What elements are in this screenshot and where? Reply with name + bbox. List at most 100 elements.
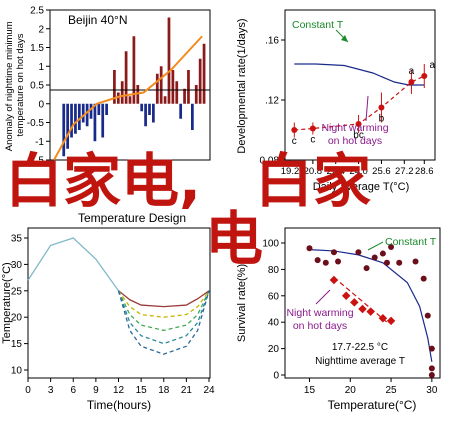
panel4-ytick-label: 20 <box>268 344 280 355</box>
panel1-ylabel: Anomaly of nighttime minimum temperature… <box>4 19 26 152</box>
panel4-xtick-label: 30 <box>426 385 438 396</box>
panel1-bar <box>77 103 81 130</box>
panel1-ytick-label: -1.5 <box>27 156 45 167</box>
panel4-constant-point <box>355 249 362 256</box>
panel1-ytick-label: -1 <box>35 137 44 148</box>
panel2-xtick-label: 27.2 <box>395 166 414 177</box>
panel1-bar <box>128 96 132 104</box>
panel2-point <box>408 79 415 85</box>
panel1-ytick-label: 2 <box>38 24 44 35</box>
panel4-night-label-2: on hot days <box>293 320 347 332</box>
panel4-constant-point <box>330 249 337 256</box>
panel4-ylabel: Survival rate(%) <box>236 264 248 342</box>
panel4-constant-point <box>371 254 378 261</box>
panel1-bar <box>159 66 163 104</box>
panel3-ytick-label: 20 <box>11 313 23 324</box>
panel1-bar <box>167 17 171 104</box>
panel4-night-point <box>341 291 351 301</box>
panel4-constant-point <box>379 250 386 257</box>
panel4-constant-point <box>428 345 435 352</box>
panel3-frame <box>27 227 211 379</box>
panel3-ytick-label: 15 <box>11 339 23 350</box>
panel2-ylabel: Developmental rate(1/days) <box>236 18 248 153</box>
panel1-bar <box>140 103 144 112</box>
panel1-bar <box>93 103 97 142</box>
panel4-xtick-label: 15 <box>304 385 316 396</box>
panel4-constant-arrow <box>367 241 384 251</box>
panel1-bar <box>101 103 105 138</box>
panel4-night-point <box>378 313 388 323</box>
panel1-bar <box>190 103 194 130</box>
panel3-title: Temperature Design <box>78 211 186 225</box>
panel4-night-point <box>329 275 339 285</box>
panel3-series-line <box>118 290 210 308</box>
panel4-xtick-label: 20 <box>345 385 357 396</box>
panel3-xtick-label: 18 <box>158 385 170 396</box>
panel1-bar <box>179 103 183 119</box>
panel1-ytick-label: 1.5 <box>30 43 44 54</box>
panel2-night-label-2: on hot days <box>328 135 382 147</box>
panel1-bar <box>144 103 147 127</box>
panel4-constant-point <box>388 243 395 250</box>
panel1-bar <box>163 96 167 104</box>
panel1-frame <box>49 9 211 161</box>
panel4-constant-point <box>428 365 435 372</box>
panel2-xtick-label: 24.0 <box>349 166 368 177</box>
panel2-constant-curve <box>294 63 425 86</box>
panel2-point-label: c <box>310 135 315 146</box>
panel4-night-point <box>386 316 396 326</box>
panel1-bar <box>152 103 155 123</box>
panel1-bar <box>132 36 136 104</box>
panel1-bar <box>202 43 206 104</box>
panel1-bar <box>183 88 186 104</box>
panel1-ytick-label: 0.5 <box>30 81 44 92</box>
panel3-xtick-label: 0 <box>25 385 31 396</box>
panel4-constant-point <box>335 258 342 265</box>
panel2-ytick-label: 0.08 <box>260 156 280 167</box>
panel4-constant-label: Constant T <box>385 236 437 248</box>
panel2-night-arrow <box>365 95 369 122</box>
panel2-xtick-label: 19.2 <box>281 166 300 177</box>
panel3-xlabel: Time(hours) <box>87 398 151 412</box>
panel1-bar <box>194 85 198 104</box>
panel4-night-point <box>358 304 367 314</box>
panel-developmental-rate: 0.08 .12 .16 19.2 20.8 22.4 24.0 25.6 27.2 28.6 c… <box>236 9 436 193</box>
panel4-constant-point <box>420 275 427 282</box>
panel4-ytick-label: 40 <box>268 318 280 329</box>
panel4-ytick-label: 100 <box>262 239 279 250</box>
panel2-frame <box>284 9 436 161</box>
panel1-bar <box>70 103 73 138</box>
panel4-note: 17.7-22.5 °C <box>332 342 388 353</box>
panel2-constant-label: Constant T <box>292 19 344 31</box>
panel4-ytick-label: 80 <box>268 265 280 276</box>
panel1-bar <box>155 73 159 104</box>
panel4-constant-point <box>306 245 313 252</box>
panel2-point <box>421 73 428 79</box>
panel3-xtick-label: 24 <box>203 385 215 396</box>
panel1-title: Beijin 40°N <box>68 13 128 27</box>
panel1-bar <box>198 58 202 104</box>
panel2-xlabel: Daily average T(°C) <box>313 181 410 193</box>
panel1-bar <box>85 103 89 127</box>
panel1-bar <box>148 103 151 115</box>
panel4-xlabel2: Nighttime average T <box>315 356 405 367</box>
panel3-ytick-label: 25 <box>11 286 23 297</box>
panel2-point-label: a <box>409 66 415 77</box>
panel1-bar <box>81 103 85 123</box>
panel2-night-label-1: Night warming <box>321 122 388 134</box>
panel1-ytick-label: 2.5 <box>30 6 44 17</box>
panel2-point-label: a <box>430 60 436 71</box>
panel1-bar <box>120 81 124 104</box>
panel1-ytick-label: 1 <box>38 62 44 73</box>
panel3-ytick-label: 10 <box>11 366 23 377</box>
panel1-trend-line <box>53 35 203 161</box>
panel3-xtick-label: 12 <box>113 385 125 396</box>
panel3-ytick-label: 30 <box>11 260 23 271</box>
panel2-constant-arrowhead <box>341 35 348 42</box>
panel2-xtick-label: 20.8 <box>304 166 323 177</box>
panel4-constant-point <box>383 259 390 266</box>
panel1-bar <box>171 70 175 104</box>
panel3-series-line <box>117 290 210 355</box>
panel3-series-line <box>117 290 210 318</box>
